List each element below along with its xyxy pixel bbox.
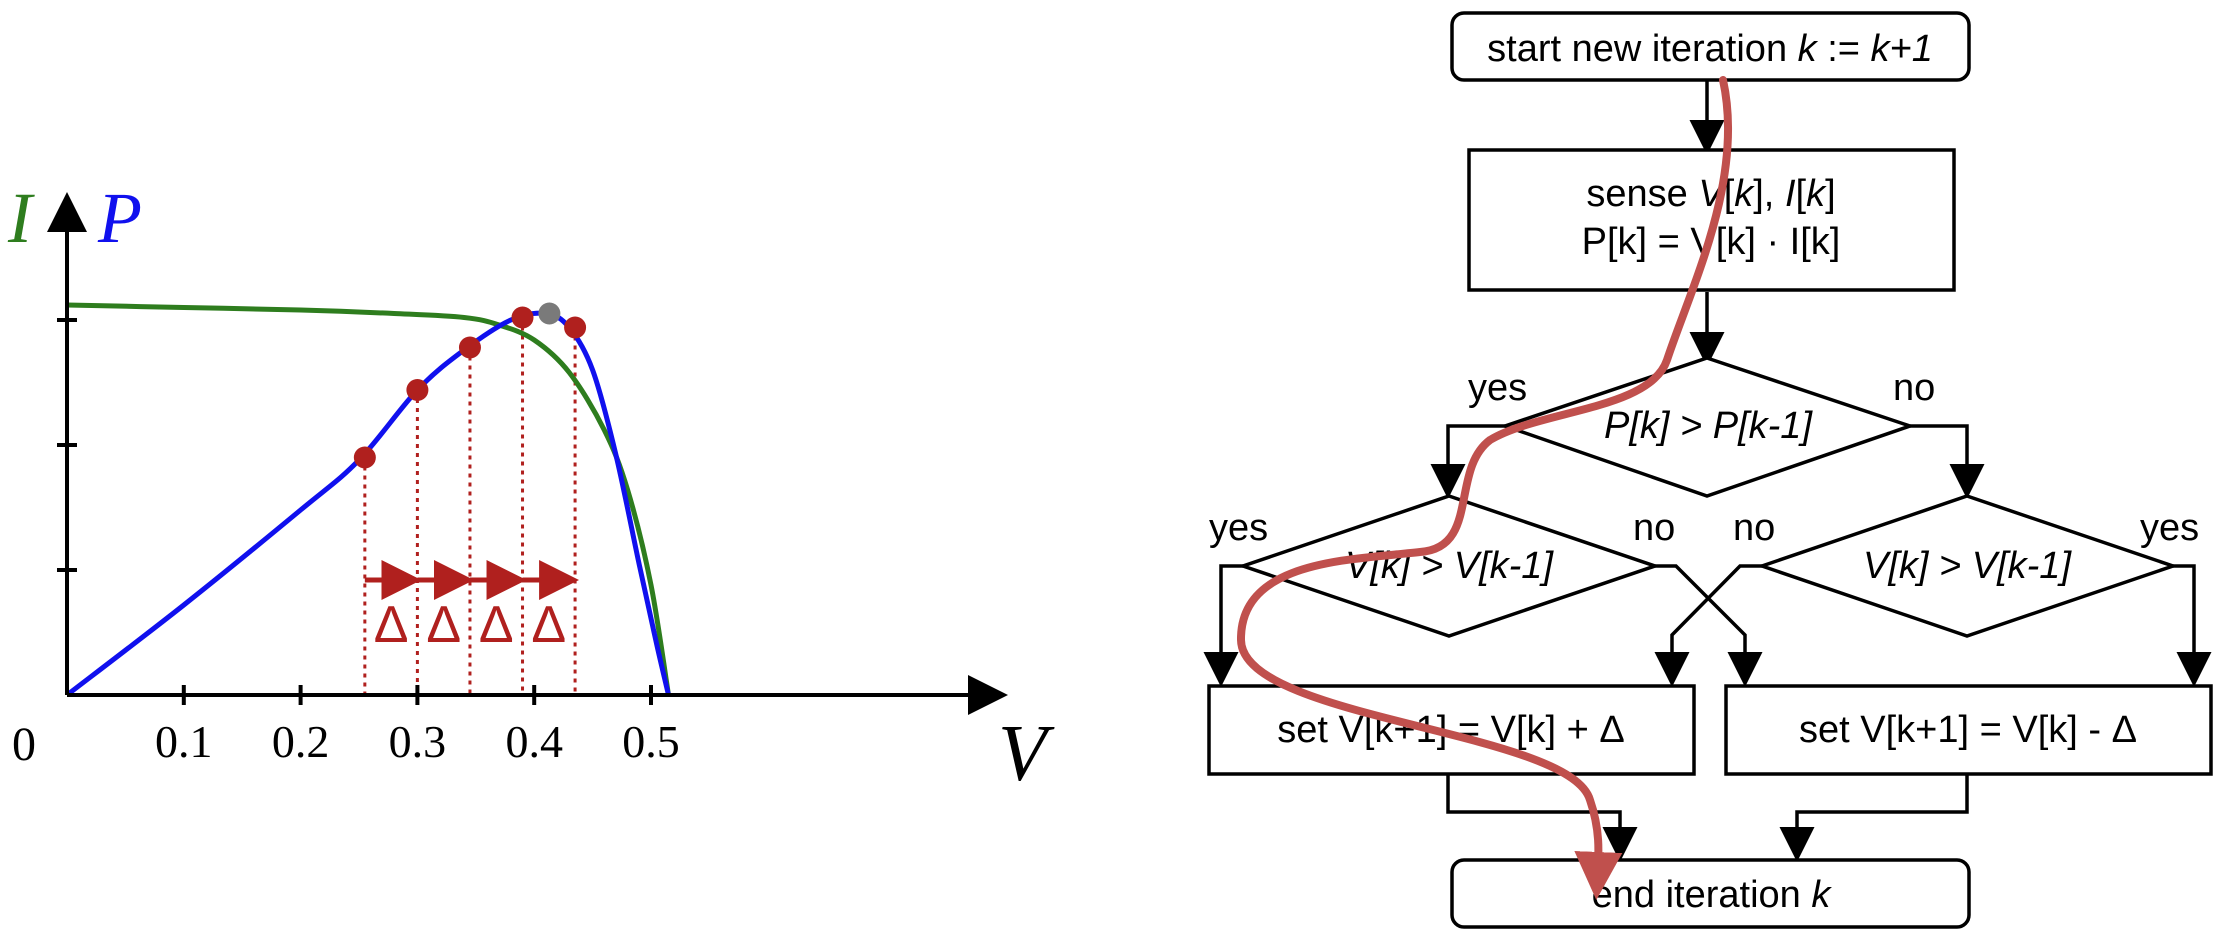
x-tick-label: 0.4 xyxy=(505,716,563,767)
x-tick-label: 0.3 xyxy=(389,716,447,767)
operating-point xyxy=(511,306,534,329)
connector-right-yes xyxy=(2173,564,2212,687)
origin-label: 0 xyxy=(12,718,36,771)
operating-point xyxy=(458,336,481,359)
x-axis-label: V xyxy=(998,710,1055,798)
operating-point xyxy=(353,446,376,469)
decision-power-text: P[k] > P[k-1] xyxy=(1604,405,1813,447)
mppt-flowchart: start new iteration k := k+1 sense V[k],… xyxy=(1203,11,2213,929)
x-tick-label: 0.5 xyxy=(622,716,680,767)
delta-label: Δ xyxy=(479,596,514,654)
operating-point xyxy=(564,316,587,339)
label-no-top: no xyxy=(1893,367,1935,409)
operating-point-guides xyxy=(363,317,577,695)
curves xyxy=(65,302,671,697)
connector-right-no xyxy=(1654,564,1762,687)
decision-voltage-right-diamond xyxy=(1756,494,2179,638)
decision-voltage-left-text: V[k] > V[k-1] xyxy=(1345,545,1554,587)
label-yes-right: yes xyxy=(2140,507,2199,549)
connector-no-right xyxy=(1910,424,1985,499)
connector-decrease-end xyxy=(1779,774,1969,862)
operating-points xyxy=(353,302,587,469)
connector-left-yes xyxy=(1203,564,1243,687)
delta-label: Δ xyxy=(531,596,566,654)
connectors xyxy=(1203,80,2212,862)
connector-increase-end xyxy=(1446,774,1638,862)
delta-label: Δ xyxy=(374,596,409,654)
sense-box-line1: sense V[k], I[k] xyxy=(1586,173,1835,215)
y-axis-label-power: P xyxy=(97,178,142,258)
decision-power-diamond xyxy=(1499,356,1916,498)
connector-left-no xyxy=(1655,564,1763,687)
label-no-right: no xyxy=(1733,507,1775,549)
increase-box-text: set V[k+1] = V[k] + Δ xyxy=(1277,709,1625,751)
delta-label: Δ xyxy=(426,596,461,654)
increase-box xyxy=(1207,684,1696,776)
end-box-text: end iteration k xyxy=(1592,874,1833,916)
axes: 0.1 0.2 0.3 0.4 0.5 xyxy=(47,192,1008,767)
y-axis-label-current: I xyxy=(7,178,35,258)
operating-point xyxy=(406,379,429,401)
decision-voltage-left-diamond xyxy=(1237,494,1661,638)
label-yes-left: yes xyxy=(1209,507,1268,549)
execution-path xyxy=(1236,76,1733,900)
x-tick-label: 0.2 xyxy=(272,716,330,767)
start-box xyxy=(1450,11,1971,82)
label-no-left: no xyxy=(1633,507,1675,549)
connector-yes-left xyxy=(1430,424,1505,499)
decrease-box xyxy=(1724,684,2213,776)
label-yes-top: yes xyxy=(1468,367,1527,409)
current-curve xyxy=(66,302,671,696)
power-curve xyxy=(65,310,671,697)
mpp-point xyxy=(538,302,561,325)
x-tick-label: 0.1 xyxy=(155,716,213,767)
start-box-text: start new iteration k := k+1 xyxy=(1487,28,1933,70)
decrease-box-text: set V[k+1] = V[k] - Δ xyxy=(1799,709,2137,751)
decision-voltage-right-text: V[k] > V[k-1] xyxy=(1863,545,2072,587)
